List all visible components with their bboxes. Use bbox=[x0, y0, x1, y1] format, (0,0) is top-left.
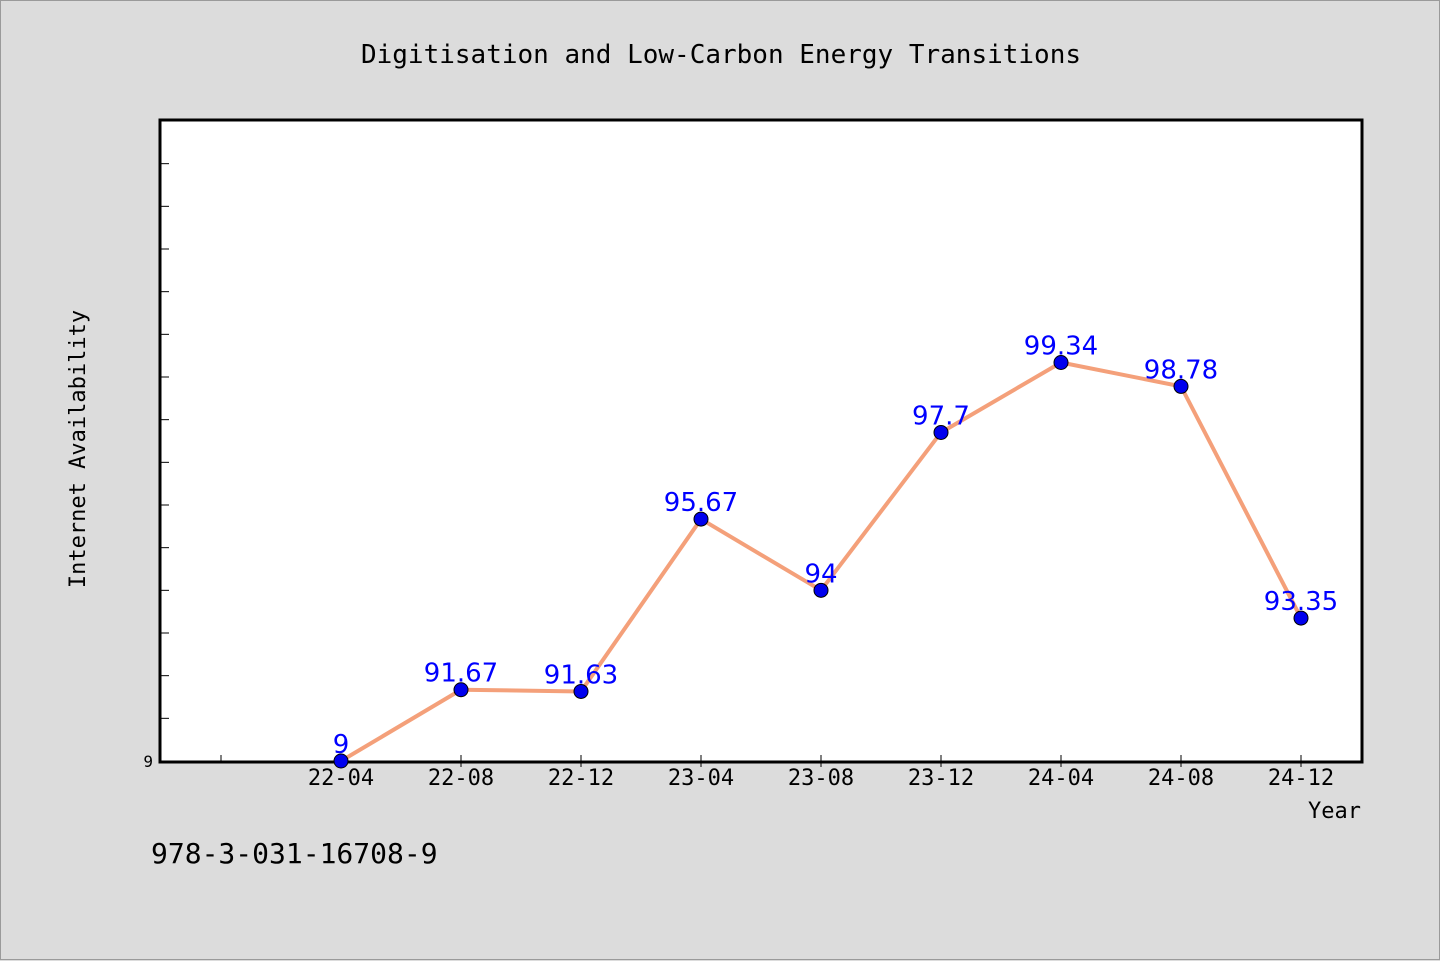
data-label: 99.34 bbox=[1024, 331, 1098, 361]
data-label: 91.63 bbox=[544, 660, 618, 690]
x-tick-label: 24-04 bbox=[1028, 766, 1094, 791]
isbn-footer: 978-3-031-16708-9 bbox=[151, 837, 438, 870]
data-point bbox=[933, 424, 949, 440]
data-point bbox=[813, 582, 829, 598]
x-tick-label: 23-12 bbox=[908, 766, 974, 791]
x-tick-label: 22-12 bbox=[548, 766, 614, 791]
x-tick-label: 22-04 bbox=[308, 766, 374, 791]
x-tick-label: 24-12 bbox=[1268, 766, 1334, 791]
data-label: 93.35 bbox=[1264, 587, 1338, 617]
data-label: 91.67 bbox=[424, 659, 498, 689]
x-tick-label: 23-08 bbox=[788, 766, 854, 791]
data-point bbox=[333, 753, 349, 769]
data-point bbox=[1053, 354, 1069, 370]
data-label: 97.7 bbox=[912, 401, 970, 431]
y-axis-label: Internet Availability bbox=[66, 310, 91, 588]
x-tick-label: 24-08 bbox=[1148, 766, 1214, 791]
data-label: 9 bbox=[333, 730, 350, 760]
data-point bbox=[573, 683, 589, 699]
data-point bbox=[453, 682, 469, 698]
data-point bbox=[1173, 378, 1189, 394]
x-tick-label: 22-08 bbox=[428, 766, 494, 791]
series-group: 9 91.67 91.63 95.67 94 97.7 99.34 98.78 93.35 bbox=[333, 331, 1338, 769]
data-label: 98.78 bbox=[1144, 355, 1218, 385]
data-label: 94 bbox=[804, 559, 837, 589]
plot-area bbox=[158, 118, 1364, 764]
x-axis-label: Year bbox=[1308, 799, 1361, 824]
chart-title: Digitisation and Low-Carbon Energy Trans… bbox=[361, 40, 1081, 70]
x-tick-label: 23-04 bbox=[668, 766, 734, 791]
x-axis-ticks: 22-04 22-08 22-12 23-04 23-08 23-12 24-04 24-08… bbox=[220, 755, 1334, 791]
y-axis-ticks: 9 bbox=[143, 163, 169, 771]
data-label: 95.67 bbox=[664, 488, 738, 518]
data-point bbox=[693, 511, 709, 527]
data-point bbox=[1293, 610, 1309, 626]
y-tick-label: 9 bbox=[143, 752, 153, 771]
